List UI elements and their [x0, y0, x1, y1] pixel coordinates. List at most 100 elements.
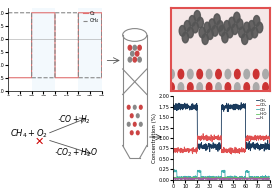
- CO: [268, 176, 271, 178]
- CH₄: [64, 12, 67, 14]
- Circle shape: [192, 22, 199, 33]
- O₂: [7, 77, 10, 79]
- Circle shape: [189, 15, 196, 26]
- Circle shape: [169, 69, 174, 79]
- CO₂: [177, 148, 181, 150]
- Circle shape: [253, 69, 259, 79]
- H₂O: [241, 178, 244, 181]
- H₂: [233, 177, 236, 179]
- Circle shape: [136, 131, 139, 135]
- Circle shape: [224, 21, 230, 31]
- Circle shape: [128, 45, 132, 50]
- H₂O: [268, 177, 271, 180]
- Circle shape: [188, 69, 193, 79]
- Circle shape: [197, 69, 202, 79]
- CO: [225, 179, 229, 181]
- CH₄: [228, 104, 231, 106]
- H₂: [172, 177, 175, 179]
- Circle shape: [136, 51, 139, 56]
- Circle shape: [241, 34, 248, 44]
- Text: ✕: ✕: [35, 137, 44, 147]
- Circle shape: [127, 105, 130, 109]
- CO₂: [233, 149, 236, 152]
- Circle shape: [249, 21, 255, 31]
- Circle shape: [263, 69, 268, 79]
- Circle shape: [138, 57, 141, 62]
- CO₂: [202, 132, 205, 135]
- Line: O₂: O₂: [8, 13, 102, 78]
- Circle shape: [139, 122, 142, 126]
- CO₂: [268, 142, 271, 144]
- Line: CH₄: CH₄: [173, 103, 270, 152]
- Circle shape: [206, 69, 212, 79]
- CH₄: [7, 12, 10, 14]
- H₂O: [172, 177, 175, 179]
- CH₄: [230, 107, 233, 109]
- O₂: [100, 77, 103, 79]
- CH₄: [78, 77, 81, 79]
- CH₄: [268, 104, 271, 107]
- Circle shape: [229, 17, 235, 28]
- H₂: [228, 177, 231, 180]
- Circle shape: [169, 83, 174, 92]
- Text: $CH_4 + O_2$: $CH_4 + O_2$: [10, 128, 49, 140]
- Circle shape: [244, 83, 249, 92]
- CH₄: [66, 12, 70, 14]
- Circle shape: [131, 51, 134, 56]
- CH₄: [245, 143, 248, 146]
- CO: [178, 176, 181, 178]
- O₂: [12, 77, 16, 79]
- CH₄: [30, 77, 33, 79]
- Circle shape: [212, 26, 218, 36]
- Text: $\cdot CO + H_2$: $\cdot CO + H_2$: [57, 113, 91, 126]
- CH₄: [87, 77, 90, 79]
- Circle shape: [216, 69, 221, 79]
- Circle shape: [235, 69, 240, 79]
- CO: [172, 171, 175, 173]
- Circle shape: [214, 14, 220, 25]
- Line: H₂O: H₂O: [173, 177, 270, 180]
- Circle shape: [179, 26, 186, 36]
- CO₂: [228, 149, 231, 151]
- H₂: [207, 179, 210, 181]
- Circle shape: [232, 24, 238, 35]
- Circle shape: [188, 83, 193, 92]
- Line: CH₄: CH₄: [8, 13, 102, 78]
- H₂: [221, 176, 224, 179]
- Circle shape: [194, 11, 200, 21]
- CO: [233, 177, 236, 179]
- Circle shape: [130, 131, 133, 135]
- CO₂: [230, 150, 233, 152]
- Bar: [78, 8, 102, 91]
- CO: [230, 175, 233, 178]
- Circle shape: [133, 122, 136, 126]
- CH₄: [177, 107, 181, 109]
- CO₂: [245, 137, 248, 139]
- Circle shape: [178, 69, 184, 79]
- CH₄: [233, 107, 236, 109]
- Circle shape: [178, 83, 184, 92]
- Legend: CH₄, CO₂, CO, H₂O, H₂: CH₄, CO₂, CO, H₂O, H₂: [255, 98, 268, 121]
- H₂O: [177, 177, 181, 180]
- H₂O: [255, 177, 258, 179]
- Circle shape: [235, 83, 240, 92]
- Circle shape: [127, 122, 130, 126]
- Circle shape: [182, 32, 189, 43]
- Circle shape: [207, 29, 213, 40]
- CO₂: [172, 149, 175, 151]
- O₂: [87, 12, 90, 14]
- CO: [228, 176, 231, 178]
- O₂: [61, 77, 64, 79]
- Circle shape: [139, 105, 142, 109]
- H₂O: [233, 178, 236, 180]
- X-axis label: Time (s): Time (s): [44, 101, 66, 106]
- CH₄: [208, 151, 211, 153]
- Circle shape: [251, 27, 258, 38]
- Legend: O₂, CH₄: O₂, CH₄: [82, 10, 99, 24]
- H₂O: [245, 177, 248, 180]
- CH₄: [240, 101, 243, 104]
- Text: $\cdot CO_2 + H_2O$: $\cdot CO_2 + H_2O$: [54, 147, 98, 159]
- H₂O: [228, 177, 231, 179]
- O₂: [78, 12, 81, 14]
- Circle shape: [239, 27, 245, 38]
